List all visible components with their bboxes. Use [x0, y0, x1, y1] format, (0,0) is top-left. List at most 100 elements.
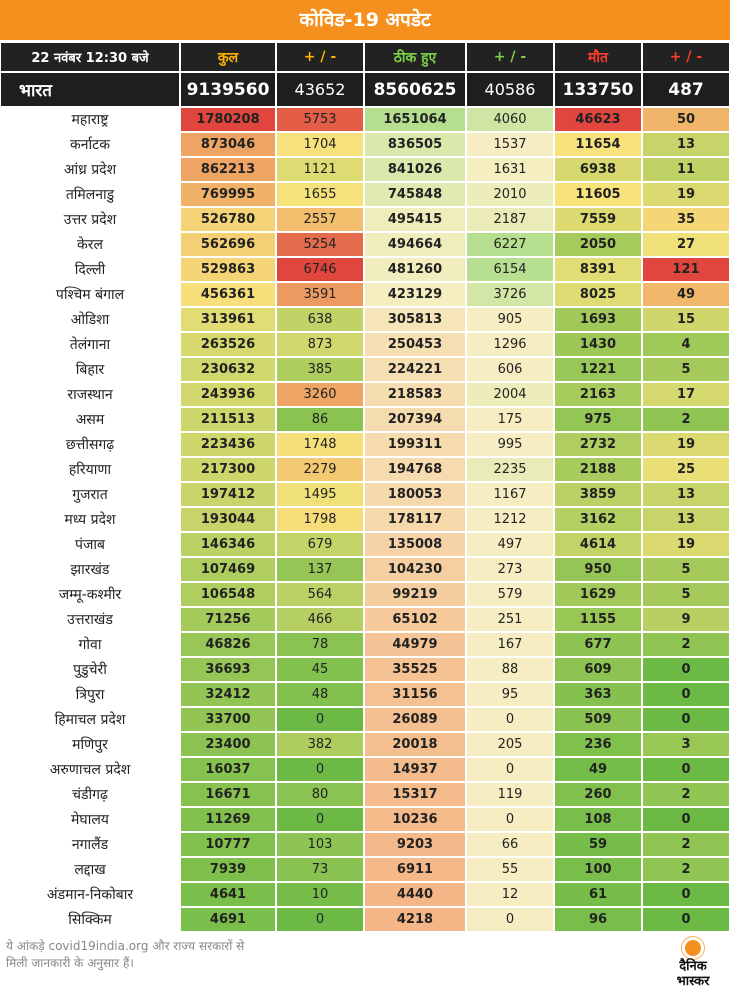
state-deaths-delta: 0 — [642, 907, 730, 932]
state-name: कर्नाटक — [0, 132, 180, 157]
state-recovered-delta: 1296 — [466, 332, 554, 357]
state-total-delta: 0 — [276, 807, 364, 832]
state-recovered-delta: 66 — [466, 832, 554, 857]
national-total-delta: 43652 — [276, 72, 364, 107]
state-recovered: 26089 — [364, 707, 466, 732]
state-recovered-delta: 205 — [466, 732, 554, 757]
state-name: पंजाब — [0, 532, 180, 557]
state-total-delta: 0 — [276, 907, 364, 932]
state-deaths-delta: 35 — [642, 207, 730, 232]
state-total: 4641 — [180, 882, 276, 907]
state-recovered-delta: 0 — [466, 807, 554, 832]
state-name: मध्य प्रदेश — [0, 507, 180, 532]
state-total: 32412 — [180, 682, 276, 707]
table-row: गुजरात 197412 1495 180053 1167 3859 13 — [0, 482, 730, 507]
state-deaths-delta: 27 — [642, 232, 730, 257]
state-deaths: 100 — [554, 857, 642, 882]
state-total-delta: 80 — [276, 782, 364, 807]
state-recovered: 199311 — [364, 432, 466, 457]
state-total-delta: 1121 — [276, 157, 364, 182]
state-recovered-delta: 2010 — [466, 182, 554, 207]
header-row: 22 नवंबर 12:30 बजे कुल + / - ठीक हुए + /… — [0, 42, 730, 72]
state-name: तमिलनाडु — [0, 182, 180, 207]
state-total: 7939 — [180, 857, 276, 882]
state-total: 4691 — [180, 907, 276, 932]
state-recovered-delta: 497 — [466, 532, 554, 557]
state-total-delta: 78 — [276, 632, 364, 657]
state-total-delta: 0 — [276, 757, 364, 782]
table-row: सिक्किम 4691 0 4218 0 96 0 — [0, 907, 730, 932]
national-deaths-delta: 487 — [642, 72, 730, 107]
table-row: उत्तराखंड 71256 466 65102 251 1155 9 — [0, 607, 730, 632]
state-recovered-delta: 251 — [466, 607, 554, 632]
state-recovered-delta: 167 — [466, 632, 554, 657]
table-row: ओडिशा 313961 638 305813 905 1693 15 — [0, 307, 730, 332]
state-deaths: 59 — [554, 832, 642, 857]
table-row: चंडीगढ़ 16671 80 15317 119 260 2 — [0, 782, 730, 807]
state-recovered: 207394 — [364, 407, 466, 432]
state-recovered: 224221 — [364, 357, 466, 382]
state-recovered: 135008 — [364, 532, 466, 557]
state-deaths-delta: 15 — [642, 307, 730, 332]
state-name: केरल — [0, 232, 180, 257]
state-total: 562696 — [180, 232, 276, 257]
state-name: हरियाणा — [0, 457, 180, 482]
state-name: तेलंगाना — [0, 332, 180, 357]
state-total: 456361 — [180, 282, 276, 307]
state-recovered: 180053 — [364, 482, 466, 507]
state-total-delta: 5753 — [276, 107, 364, 132]
state-total: 223436 — [180, 432, 276, 457]
state-recovered: 14937 — [364, 757, 466, 782]
state-deaths: 61 — [554, 882, 642, 907]
state-total: 11269 — [180, 807, 276, 832]
state-deaths-delta: 0 — [642, 657, 730, 682]
table-row: राजस्थान 243936 3260 218583 2004 2163 17 — [0, 382, 730, 407]
state-recovered: 44979 — [364, 632, 466, 657]
state-deaths: 3859 — [554, 482, 642, 507]
state-deaths-delta: 49 — [642, 282, 730, 307]
header-recovered-delta: + / - — [466, 42, 554, 72]
state-total-delta: 45 — [276, 657, 364, 682]
state-deaths: 4614 — [554, 532, 642, 557]
state-name: नगालैंड — [0, 832, 180, 857]
state-total: 16037 — [180, 757, 276, 782]
source-note-line2: मिली जानकारी के अनुसार हैं। — [6, 956, 134, 970]
state-total: 230632 — [180, 357, 276, 382]
state-total: 36693 — [180, 657, 276, 682]
state-name: पुडुचेरी — [0, 657, 180, 682]
state-deaths: 8391 — [554, 257, 642, 282]
state-recovered: 194768 — [364, 457, 466, 482]
state-total: 769995 — [180, 182, 276, 207]
state-deaths-delta: 13 — [642, 132, 730, 157]
state-deaths-delta: 5 — [642, 582, 730, 607]
table-row: मेघालय 11269 0 10236 0 108 0 — [0, 807, 730, 832]
header-total-delta: + / - — [276, 42, 364, 72]
table-row: लद्दाख 7939 73 6911 55 100 2 — [0, 857, 730, 882]
state-total-delta: 1495 — [276, 482, 364, 507]
table-row: पुडुचेरी 36693 45 35525 88 609 0 — [0, 657, 730, 682]
state-deaths: 363 — [554, 682, 642, 707]
state-recovered: 305813 — [364, 307, 466, 332]
state-deaths: 3162 — [554, 507, 642, 532]
state-name: चंडीगढ़ — [0, 782, 180, 807]
state-deaths-delta: 11 — [642, 157, 730, 182]
state-deaths: 11654 — [554, 132, 642, 157]
header-datetime: 22 नवंबर 12:30 बजे — [0, 42, 180, 72]
state-recovered: 15317 — [364, 782, 466, 807]
state-name: अंडमान-निकोबार — [0, 882, 180, 907]
source-note: ये आंकड़े covid19india.org और राज्य सरका… — [6, 938, 426, 972]
state-recovered-delta: 0 — [466, 907, 554, 932]
state-recovered: 178117 — [364, 507, 466, 532]
state-total-delta: 564 — [276, 582, 364, 607]
national-recovered: 8560625 — [364, 72, 466, 107]
state-total-delta: 73 — [276, 857, 364, 882]
state-total: 10777 — [180, 832, 276, 857]
table-row: अंडमान-निकोबार 4641 10 4440 12 61 0 — [0, 882, 730, 907]
state-recovered: 745848 — [364, 182, 466, 207]
state-deaths-delta: 2 — [642, 857, 730, 882]
state-recovered: 9203 — [364, 832, 466, 857]
state-recovered: 20018 — [364, 732, 466, 757]
state-name: छत्तीसगढ़ — [0, 432, 180, 457]
state-total: 146346 — [180, 532, 276, 557]
state-deaths-delta: 0 — [642, 682, 730, 707]
